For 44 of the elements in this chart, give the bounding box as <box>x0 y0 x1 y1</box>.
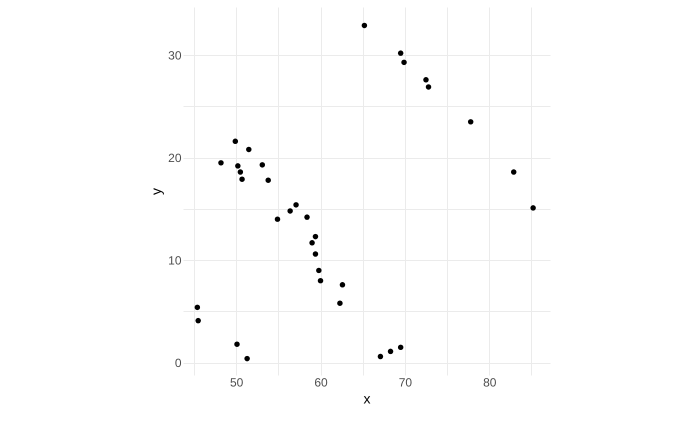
point <box>304 214 310 220</box>
point <box>260 162 266 168</box>
point <box>312 234 318 240</box>
point <box>287 208 293 214</box>
point <box>510 169 516 175</box>
point <box>318 278 324 284</box>
point <box>398 344 404 350</box>
y-tick-label: 30 <box>168 48 182 63</box>
point <box>316 268 322 274</box>
y-tick-label: 0 <box>174 356 182 370</box>
point <box>337 300 343 306</box>
point <box>239 176 245 182</box>
point <box>218 160 224 166</box>
point <box>362 22 368 28</box>
point <box>274 216 280 222</box>
x-tick-label: 70 <box>398 376 412 390</box>
point <box>530 205 536 211</box>
point <box>246 146 252 152</box>
point <box>232 138 238 144</box>
point <box>423 77 429 83</box>
point <box>340 282 346 288</box>
point <box>401 60 407 66</box>
x-axis-title: x <box>364 390 370 406</box>
point <box>194 304 200 310</box>
point <box>468 119 474 125</box>
point <box>309 240 315 246</box>
x-tick-label: 60 <box>314 376 328 390</box>
y-tick-label: 10 <box>168 254 182 268</box>
x-tick-label: 80 <box>483 376 497 390</box>
y-tick-label: 20 <box>168 151 182 166</box>
point <box>293 202 299 208</box>
point <box>398 50 404 56</box>
point <box>426 84 432 90</box>
point <box>238 169 244 175</box>
point <box>378 354 384 360</box>
x-tick-label: 50 <box>230 376 244 390</box>
point <box>234 342 240 347</box>
point <box>265 178 271 183</box>
point <box>388 348 394 354</box>
point <box>312 251 318 257</box>
y-axis-title: y <box>148 188 164 195</box>
point <box>244 356 250 362</box>
point <box>235 163 241 169</box>
point <box>195 318 201 324</box>
